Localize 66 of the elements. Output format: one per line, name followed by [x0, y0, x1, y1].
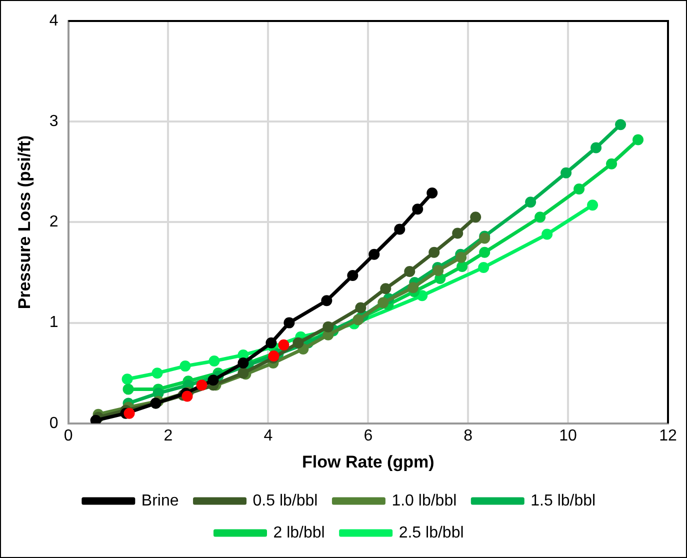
y-tick-label: 0 [49, 414, 58, 432]
point [122, 384, 134, 395]
legend-label: 1.5 lb/bbl [530, 492, 596, 510]
point [456, 252, 467, 263]
point [292, 337, 304, 348]
point [152, 368, 163, 379]
x-tick-label: 2 [164, 427, 173, 444]
point [404, 266, 416, 277]
point [408, 282, 419, 294]
point [412, 204, 424, 215]
point [196, 380, 208, 391]
legend-label: Brine [141, 492, 179, 510]
point [534, 212, 546, 223]
x-tick-label: 4 [264, 427, 273, 444]
point [470, 212, 482, 223]
point [542, 228, 553, 240]
point [632, 134, 644, 146]
point [278, 339, 290, 350]
point [479, 246, 490, 258]
legend-label: 1.0 lb/bbl [392, 492, 457, 510]
x-tick-label: 0 [64, 427, 73, 444]
point [238, 358, 249, 369]
point [352, 314, 364, 326]
point [456, 260, 468, 272]
point [180, 360, 191, 372]
point [238, 368, 249, 379]
point [590, 142, 602, 154]
x-tick-label: 12 [659, 427, 677, 444]
y-tick-label: 4 [49, 12, 58, 30]
point [266, 337, 277, 348]
point [208, 374, 219, 386]
point [122, 374, 133, 385]
point [124, 408, 135, 419]
point [380, 283, 392, 294]
point [347, 270, 358, 282]
legend-label: 0.5 lb/bbl [252, 492, 318, 510]
point [426, 188, 438, 199]
y-axis-title: Pressure Loss (psi/ft) [14, 135, 34, 310]
point [525, 196, 536, 208]
point [478, 262, 490, 273]
x-tick-label: 10 [559, 427, 578, 444]
point [322, 321, 334, 332]
point [452, 228, 464, 239]
point [560, 167, 572, 178]
point [321, 295, 332, 306]
y-tick-label: 3 [49, 113, 58, 130]
legend-label: 2.5 lb/bbl [398, 524, 464, 542]
point [378, 297, 389, 308]
y-tick-label: 1 [49, 314, 58, 332]
point [368, 248, 380, 260]
y-tick-label: 2 [49, 214, 58, 231]
point [394, 224, 406, 235]
point [615, 119, 626, 130]
point [182, 390, 193, 402]
point [355, 302, 366, 314]
point [587, 200, 598, 211]
x-tick-label: 6 [364, 427, 373, 444]
x-axis-title: Flow Rate (gpm) [302, 452, 434, 472]
point [574, 184, 585, 194]
point [428, 246, 440, 258]
x-tick-label: 8 [464, 427, 473, 444]
point [432, 264, 444, 276]
legend-label: 2 lb/bbl [273, 524, 325, 542]
point [208, 356, 220, 367]
point [606, 158, 618, 170]
point [284, 317, 295, 328]
